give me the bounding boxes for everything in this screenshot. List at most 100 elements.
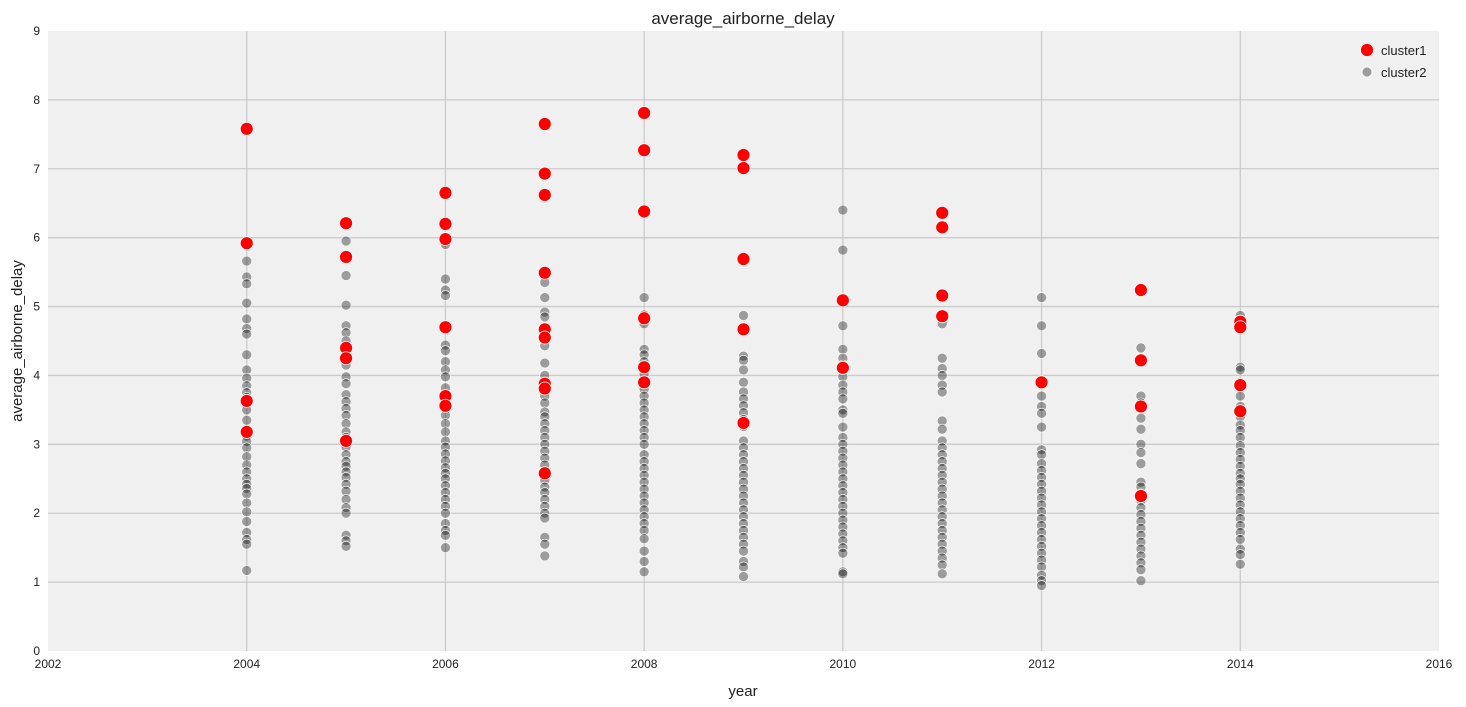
data-point-cluster2 [1234, 543, 1246, 555]
data-point-cluster2 [241, 278, 253, 290]
data-point-cluster2 [241, 255, 253, 267]
y-tick-label: 1 [33, 575, 40, 589]
data-point-cluster2 [241, 442, 253, 454]
data-point-cluster1 [637, 360, 652, 375]
data-point-cluster1 [339, 216, 353, 231]
data-point-cluster2 [340, 235, 352, 247]
data-point-cluster2 [1135, 439, 1147, 450]
data-point-cluster2 [837, 404, 849, 416]
data-point-cluster2 [440, 356, 451, 367]
data-point-cluster2 [738, 571, 749, 582]
data-point-cluster2 [440, 507, 451, 519]
data-point-cluster2 [241, 488, 253, 500]
data-point-cluster2 [1234, 364, 1246, 376]
data-point-cluster1 [537, 117, 552, 131]
data-point-cluster2 [1234, 534, 1246, 545]
data-point-cluster2 [837, 542, 849, 553]
data-point-cluster1 [339, 433, 353, 448]
data-point-cluster2 [241, 297, 253, 309]
legend-label-cluster1: cluster1 [1381, 43, 1427, 58]
y-tick-label: 6 [33, 231, 40, 245]
x-tick-label: 2004 [233, 657, 260, 671]
data-point-cluster2 [738, 377, 749, 388]
x-axis: 2002 2004 2006 2008 2010 2012 2014 2016 [35, 657, 1453, 671]
y-tick-label: 8 [33, 93, 40, 107]
data-point-cluster2 [340, 535, 352, 547]
data-point-cluster1 [537, 265, 552, 280]
data-point-cluster2 [340, 299, 352, 311]
data-point-cluster2 [837, 204, 849, 216]
data-point-cluster2 [837, 320, 849, 332]
data-point-cluster1 [537, 188, 552, 202]
data-point-cluster2 [936, 352, 948, 364]
data-point-cluster2 [1036, 320, 1047, 332]
data-point-cluster2 [440, 371, 451, 383]
data-point-cluster1 [835, 360, 850, 375]
data-point-cluster2 [1036, 348, 1047, 359]
data-point-cluster2 [638, 556, 650, 567]
data-point-cluster2 [1135, 564, 1147, 576]
data-point-cluster2 [241, 478, 253, 490]
y-tick-label: 4 [33, 368, 40, 382]
data-point-cluster2 [440, 529, 451, 541]
data-point-cluster1 [637, 106, 652, 120]
data-point-cluster1 [637, 311, 652, 326]
data-point-cluster2 [837, 408, 849, 419]
data-point-cluster2 [340, 410, 352, 421]
data-point-cluster2 [241, 483, 253, 494]
data-point-cluster1 [1233, 404, 1248, 419]
y-tick-label: 5 [33, 300, 40, 314]
grid [48, 31, 1439, 651]
data-point-cluster2 [1135, 412, 1147, 424]
data-point-cluster2 [738, 561, 749, 573]
data-point-cluster2 [440, 290, 451, 301]
x-tick-label: 2012 [1028, 657, 1055, 671]
data-point-cluster2 [241, 313, 253, 325]
data-point-cluster2 [936, 423, 948, 435]
data-point-cluster2 [539, 397, 551, 409]
data-point-cluster2 [241, 414, 253, 426]
data-point-cluster2 [241, 497, 253, 509]
data-point-cluster2 [340, 502, 352, 514]
data-point-cluster1 [1233, 378, 1248, 392]
y-tick-label: 9 [33, 24, 40, 38]
data-point-cluster2 [837, 421, 849, 433]
data-point-cluster2 [340, 494, 352, 505]
data-point-cluster2 [1234, 432, 1246, 443]
data-point-cluster1 [935, 205, 950, 220]
data-point-cluster2 [837, 547, 849, 559]
data-point-cluster2 [638, 439, 650, 450]
data-point-cluster2 [1234, 549, 1246, 560]
data-point-cluster1 [339, 351, 353, 366]
data-point-cluster2 [1036, 569, 1047, 581]
data-point-cluster2 [936, 559, 948, 571]
data-point-cluster1 [1034, 375, 1049, 390]
data-point-cluster2 [1036, 449, 1047, 460]
data-point-cluster1 [239, 121, 254, 136]
data-point-cluster1 [438, 398, 453, 413]
data-point-cluster1 [637, 375, 652, 390]
data-point-cluster2 [241, 516, 253, 527]
data-point-cluster2 [1234, 473, 1246, 485]
plot-area [48, 31, 1439, 651]
x-tick-label: 2010 [830, 657, 857, 671]
data-point-cluster2 [738, 545, 749, 557]
series-cluster1 [239, 106, 1248, 503]
data-point-cluster2 [539, 357, 551, 369]
data-point-cluster2 [539, 550, 551, 562]
chart-title: average_airborne_delay [651, 9, 835, 28]
data-point-cluster1 [736, 252, 751, 266]
data-point-cluster2 [539, 481, 551, 493]
data-point-cluster2 [340, 418, 352, 429]
data-point-cluster2 [440, 462, 451, 474]
data-point-cluster2 [440, 284, 451, 296]
data-point-cluster2 [440, 339, 451, 351]
data-point-cluster2 [638, 525, 650, 536]
data-point-cluster2 [738, 364, 749, 376]
x-tick-label: 2014 [1227, 657, 1254, 671]
x-tick-label: 2016 [1426, 657, 1453, 671]
y-tick-label: 3 [33, 437, 40, 451]
data-point-cluster1 [1134, 353, 1148, 368]
data-point-cluster2 [539, 512, 551, 524]
data-point-cluster2 [638, 533, 650, 545]
